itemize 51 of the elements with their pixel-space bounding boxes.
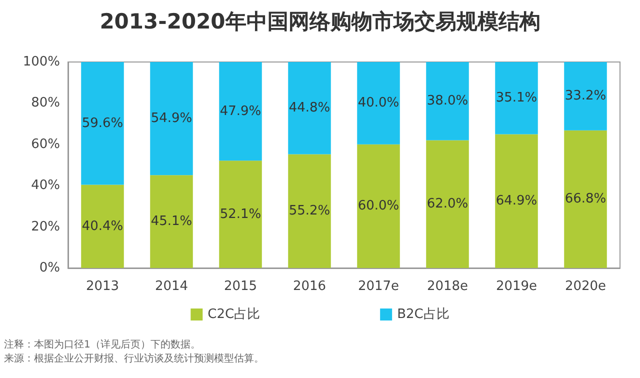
legend-label: B2C占比 — [397, 307, 450, 322]
x-tick-label: 2017e — [358, 279, 400, 294]
y-tick-label: 80% — [31, 96, 60, 111]
data-label: 52.1% — [220, 206, 262, 222]
data-label: 66.8% — [564, 192, 606, 207]
y-tick-label: 60% — [31, 136, 60, 152]
x-tick-label: 2020e — [564, 279, 606, 294]
y-tick-label: 100% — [22, 54, 60, 70]
y-tick-label: 20% — [31, 219, 60, 234]
bar — [288, 154, 331, 268]
data-label: 33.2% — [564, 88, 606, 104]
chart-title: 2013-2020年中国网络购物市场交易规模结构 — [100, 10, 540, 34]
bar — [495, 134, 538, 268]
data-label: 64.9% — [496, 194, 538, 209]
data-label: 60.0% — [358, 198, 400, 214]
bar — [219, 160, 262, 268]
bar — [426, 140, 469, 268]
bar — [357, 144, 400, 268]
data-label: 55.2% — [288, 204, 330, 219]
data-label: 35.1% — [496, 90, 538, 106]
bar — [495, 62, 538, 134]
data-label: 54.9% — [150, 111, 192, 126]
x-tick-label: 2018e — [426, 279, 468, 294]
bar — [288, 62, 331, 154]
text: 注释：本图为口径1（详见后页）下的数据。 — [4, 338, 200, 350]
bar — [81, 184, 124, 268]
bar — [564, 130, 607, 268]
bar — [426, 62, 469, 140]
source-note: 来源：根据企业公开财报、行业访谈及统计预测模型估算。 — [4, 352, 264, 364]
x-tick-label: 2016 — [292, 279, 326, 294]
data-label: 62.0% — [426, 196, 468, 212]
y-tick-label: 0% — [39, 260, 60, 276]
data-label: 38.0% — [426, 94, 468, 109]
bar — [81, 62, 124, 185]
x-tick-label: 2019e — [496, 279, 538, 294]
x-tick-label: 2014 — [154, 279, 188, 294]
data-label: 45.1% — [150, 214, 192, 230]
bar — [150, 62, 193, 176]
x-tick-label: 2013 — [86, 279, 120, 294]
data-label: 47.9% — [220, 104, 262, 119]
data-label: 40.0% — [358, 96, 400, 111]
data-label: 44.8% — [288, 100, 330, 116]
data-label: 59.6% — [82, 116, 124, 131]
data-label: 40.4% — [82, 218, 124, 234]
bar — [219, 62, 262, 161]
x-tick-label: 2015 — [224, 279, 258, 294]
bar — [564, 62, 607, 130]
bar — [150, 175, 193, 268]
y-tick-label: 40% — [31, 178, 60, 194]
bar — [357, 62, 400, 144]
legend-label: C2C占比 — [208, 307, 260, 322]
